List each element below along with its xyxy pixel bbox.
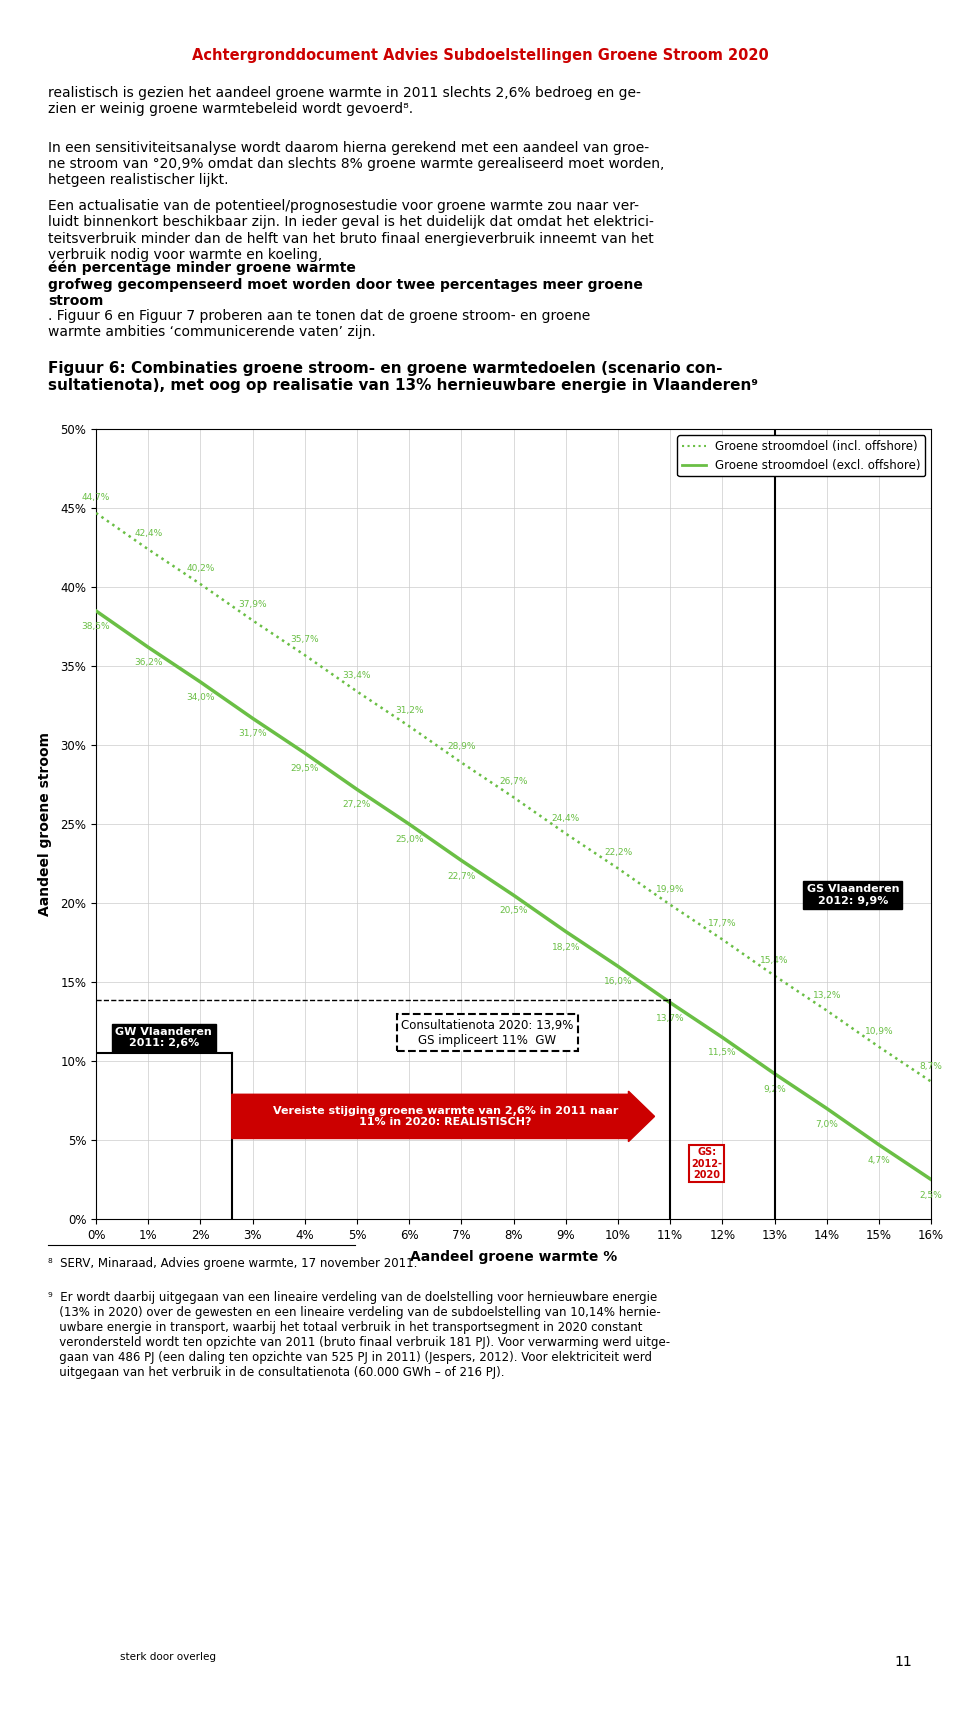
Text: 31,2%: 31,2% (395, 706, 423, 716)
Text: 17,7%: 17,7% (708, 919, 736, 929)
Text: 18,2%: 18,2% (552, 943, 580, 951)
Text: 26,7%: 26,7% (499, 778, 528, 786)
Text: In een sensitiviteitsanalyse wordt daarom hierna gerekend met een aandeel van gr: In een sensitiviteitsanalyse wordt daaro… (48, 141, 664, 187)
Text: 9,2%: 9,2% (763, 1085, 786, 1094)
Text: 8,7%: 8,7% (920, 1061, 943, 1071)
X-axis label: Aandeel groene warmte %: Aandeel groene warmte % (410, 1250, 617, 1264)
Text: 42,4%: 42,4% (134, 529, 162, 537)
Text: GS Vlaanderen
2012: 9,9%: GS Vlaanderen 2012: 9,9% (806, 884, 900, 907)
Text: ⁸  SERV, Minaraad, Advies groene warmte, 17 november 2011.: ⁸ SERV, Minaraad, Advies groene warmte, … (48, 1257, 418, 1271)
Text: 35,7%: 35,7% (291, 635, 319, 644)
Text: 20,5%: 20,5% (499, 907, 528, 915)
Text: Achtergronddocument Advies Subdoelstellingen Groene Stroom 2020: Achtergronddocument Advies Subdoelstelli… (192, 48, 768, 64)
Text: 11,5%: 11,5% (708, 1049, 736, 1058)
Text: 13,2%: 13,2% (812, 991, 841, 999)
Text: 27,2%: 27,2% (343, 800, 372, 809)
Text: 15,4%: 15,4% (760, 956, 789, 965)
Text: 37,9%: 37,9% (238, 601, 267, 610)
Text: 7,0%: 7,0% (815, 1119, 838, 1128)
Text: . Figuur 6 en Figuur 7 proberen aan te tonen dat de groene stroom- en groene
war: . Figuur 6 en Figuur 7 proberen aan te t… (48, 309, 590, 340)
Text: Vereiste stijging groene warmte van 2,6% in 2011 naar
11% in 2020: REALISTISCH?: Vereiste stijging groene warmte van 2,6%… (273, 1106, 618, 1126)
Text: 31,7%: 31,7% (238, 730, 267, 738)
Text: 19,9%: 19,9% (656, 884, 684, 893)
Text: één percentage minder groene warmte
grofweg gecompenseerd moet worden door twee : één percentage minder groene warmte grof… (48, 261, 643, 307)
Text: Figuur 6: Combinaties groene stroom- en groene warmtedoelen (scenario con-
sulta: Figuur 6: Combinaties groene stroom- en … (48, 361, 758, 393)
FancyArrow shape (231, 1090, 655, 1142)
Text: 22,2%: 22,2% (604, 848, 632, 857)
Text: realistisch is gezien het aandeel groene warmte in 2011 slechts 2,6% bedroeg en : realistisch is gezien het aandeel groene… (48, 86, 641, 117)
Text: GS:
2012-
2020: GS: 2012- 2020 (691, 1147, 722, 1180)
Text: 33,4%: 33,4% (343, 671, 372, 680)
Text: ⁹  Er wordt daarbij uitgegaan van een lineaire verdeling van de doelstelling voo: ⁹ Er wordt daarbij uitgegaan van een lin… (48, 1291, 670, 1379)
Text: 29,5%: 29,5% (291, 764, 319, 773)
Text: GW Vlaanderen
2011: 2,6%: GW Vlaanderen 2011: 2,6% (115, 1027, 212, 1049)
Text: 11: 11 (895, 1655, 912, 1669)
Text: Consultatienota 2020: 13,9%
GS impliceert 11%  GW: Consultatienota 2020: 13,9% GS impliceer… (401, 1018, 574, 1047)
Text: sterk door overleg: sterk door overleg (120, 1652, 216, 1662)
Y-axis label: Aandeel groene stroom: Aandeel groene stroom (38, 731, 52, 917)
Text: 36,2%: 36,2% (134, 658, 162, 668)
Text: 16,0%: 16,0% (604, 977, 633, 986)
Text: Een actualisatie van de potentieel/prognosestudie voor groene warmte zou naar ve: Een actualisatie van de potentieel/progn… (48, 199, 654, 261)
Legend: Groene stroomdoel (incl. offshore), Groene stroomdoel (excl. offshore): Groene stroomdoel (incl. offshore), Groe… (678, 434, 925, 477)
Text: 4,7%: 4,7% (868, 1156, 890, 1164)
Text: 28,9%: 28,9% (447, 742, 475, 752)
Text: 40,2%: 40,2% (186, 563, 215, 573)
Text: 22,7%: 22,7% (447, 872, 475, 881)
Text: 34,0%: 34,0% (186, 694, 215, 702)
Text: 13,7%: 13,7% (656, 1013, 684, 1023)
Text: SERV: SERV (57, 1647, 102, 1660)
Text: 38,5%: 38,5% (82, 622, 110, 630)
Text: 10,9%: 10,9% (865, 1027, 894, 1035)
Text: 44,7%: 44,7% (82, 493, 110, 501)
Text: 25,0%: 25,0% (395, 834, 423, 845)
Text: 2,5%: 2,5% (920, 1190, 943, 1200)
Text: 24,4%: 24,4% (552, 814, 580, 822)
